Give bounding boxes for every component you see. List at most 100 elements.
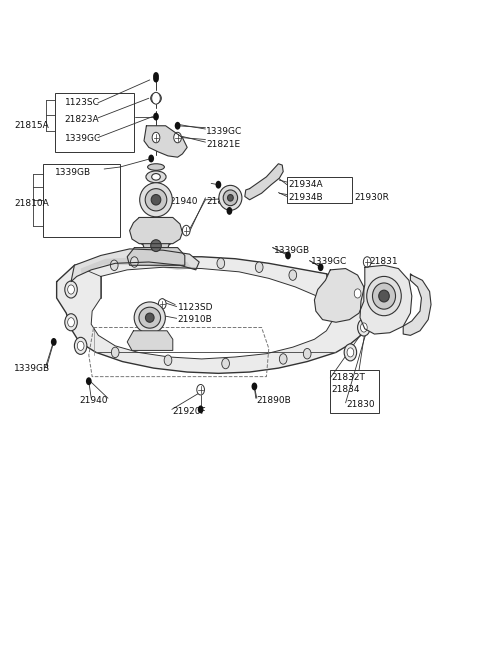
Ellipse shape (151, 195, 161, 205)
Ellipse shape (139, 307, 160, 328)
Circle shape (65, 314, 77, 331)
Circle shape (153, 113, 159, 121)
Text: 1339GB: 1339GB (14, 364, 50, 373)
Ellipse shape (146, 171, 166, 183)
Circle shape (347, 348, 354, 357)
Text: 21934A: 21934A (288, 180, 323, 189)
Circle shape (164, 355, 172, 365)
Circle shape (351, 285, 364, 302)
Circle shape (51, 338, 57, 346)
Ellipse shape (219, 185, 242, 210)
Circle shape (65, 281, 77, 298)
Polygon shape (130, 217, 182, 244)
Circle shape (175, 122, 180, 130)
Circle shape (360, 323, 367, 332)
Circle shape (110, 260, 118, 271)
Text: 21810A: 21810A (14, 198, 49, 208)
Circle shape (198, 405, 204, 413)
Circle shape (289, 270, 297, 280)
Polygon shape (360, 265, 412, 334)
Polygon shape (245, 164, 283, 200)
Ellipse shape (148, 164, 164, 170)
Ellipse shape (143, 230, 169, 255)
Circle shape (153, 72, 159, 80)
Text: 21821E: 21821E (206, 140, 240, 149)
Circle shape (227, 207, 232, 215)
Polygon shape (57, 255, 367, 373)
Ellipse shape (223, 190, 238, 206)
Text: 1339GC: 1339GC (311, 257, 348, 267)
Circle shape (358, 319, 370, 336)
Circle shape (344, 344, 357, 361)
Ellipse shape (145, 189, 167, 211)
Circle shape (182, 225, 190, 236)
Circle shape (197, 384, 204, 395)
Text: 21910B: 21910B (178, 315, 212, 324)
Circle shape (303, 348, 311, 359)
Text: 21834: 21834 (331, 385, 360, 394)
Circle shape (318, 263, 324, 271)
Text: 21920F: 21920F (173, 407, 206, 416)
Polygon shape (127, 248, 185, 265)
Text: 21934B: 21934B (288, 193, 323, 202)
Text: 21830: 21830 (347, 400, 375, 409)
Circle shape (217, 258, 225, 269)
Text: 1339GC: 1339GC (65, 134, 101, 143)
Ellipse shape (367, 276, 401, 316)
Bar (43, 164, 120, 237)
Circle shape (252, 383, 257, 390)
Ellipse shape (145, 313, 154, 322)
Circle shape (363, 257, 371, 267)
Text: 1339GC: 1339GC (206, 126, 243, 136)
Polygon shape (403, 274, 431, 335)
Ellipse shape (138, 231, 174, 248)
Polygon shape (71, 249, 199, 282)
Text: 1339GB: 1339GB (274, 246, 310, 255)
Polygon shape (314, 269, 364, 322)
Text: 21831: 21831 (370, 257, 398, 267)
Text: 21940: 21940 (79, 396, 108, 405)
Ellipse shape (151, 240, 161, 252)
Ellipse shape (151, 93, 161, 103)
Circle shape (216, 181, 221, 189)
Ellipse shape (379, 290, 389, 302)
Circle shape (255, 262, 263, 272)
Text: 1123SC: 1123SC (65, 98, 100, 107)
Circle shape (152, 132, 160, 143)
Ellipse shape (372, 283, 396, 309)
Circle shape (68, 318, 74, 327)
Circle shape (354, 289, 361, 298)
Circle shape (68, 285, 74, 294)
Bar (330, 370, 379, 413)
Text: 21823A: 21823A (65, 115, 99, 124)
Polygon shape (127, 331, 173, 350)
Text: 21940: 21940 (169, 196, 197, 206)
Circle shape (86, 377, 92, 385)
Ellipse shape (140, 183, 172, 217)
Text: 21815A: 21815A (14, 121, 49, 130)
Circle shape (148, 155, 154, 162)
Ellipse shape (152, 174, 160, 180)
Circle shape (152, 92, 160, 104)
Circle shape (111, 347, 119, 358)
Circle shape (74, 337, 87, 354)
Text: 21890B: 21890B (257, 396, 291, 405)
Text: 1339GB: 1339GB (55, 168, 91, 177)
Text: 1123SD: 1123SD (178, 303, 213, 312)
Circle shape (285, 252, 291, 259)
Bar (287, 177, 352, 203)
Circle shape (222, 358, 229, 369)
Polygon shape (144, 126, 187, 157)
Polygon shape (81, 257, 192, 274)
Circle shape (131, 257, 138, 267)
Circle shape (174, 132, 181, 143)
Circle shape (158, 299, 166, 309)
Circle shape (77, 341, 84, 350)
Text: 21832T: 21832T (331, 373, 365, 383)
Circle shape (153, 75, 159, 83)
Ellipse shape (228, 195, 233, 201)
Text: 21930R: 21930R (354, 193, 389, 202)
Circle shape (279, 354, 287, 364)
Ellipse shape (134, 302, 165, 333)
Text: 21831: 21831 (206, 196, 235, 206)
